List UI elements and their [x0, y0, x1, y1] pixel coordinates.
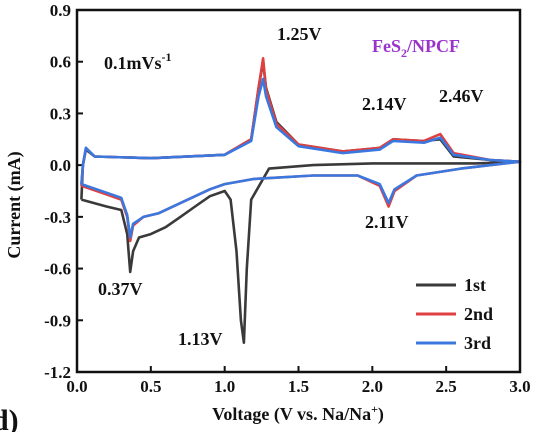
x-axis-title: Voltage (V vs. Na/Na+): [212, 402, 384, 425]
y-tick-label: 0.0: [50, 156, 71, 175]
y-tick-label: 0.3: [50, 104, 71, 123]
annotation-1-25v: 1.25V: [277, 24, 322, 44]
plot-frame: [75, 8, 522, 374]
y-tick-label: -0.9: [44, 311, 71, 330]
legend-label-3: 3rd: [464, 333, 491, 353]
sample-title: FeS2/NPCF: [372, 36, 460, 60]
x-tick-label: 1.5: [288, 377, 309, 396]
x-tick-label: 2.5: [436, 377, 457, 396]
x-tick-label: 1.0: [214, 377, 235, 396]
scan-rate-label: 0.1mVs-1: [104, 50, 172, 73]
panel-label: d): [0, 404, 19, 432]
y-tick-label: -1.2: [44, 363, 71, 382]
y-tick-label: -0.6: [44, 260, 71, 279]
y-tick-label: -0.3: [44, 208, 71, 227]
y-axis-title: Current (mA): [4, 151, 25, 258]
annotation-2-14v: 2.14V: [362, 94, 407, 114]
annotation-1-13v: 1.13V: [178, 329, 223, 349]
x-tick-label: 3.0: [509, 377, 530, 396]
y-tick-label: 0.9: [50, 1, 71, 20]
axis-ticks: 0.0 0.5 1.0 1.5 2.0 2.5 3.0 0.9 0.6 0.3 0.0 -0.3 -0.…: [44, 1, 531, 396]
x-tick-label: 0.5: [140, 377, 161, 396]
x-tick-label: 0.0: [66, 377, 87, 396]
annotation-2-11v: 2.11V: [365, 212, 409, 232]
annotation-0-37v: 0.37V: [98, 279, 143, 299]
legend-label-1: 1st: [464, 275, 486, 295]
y-tick-label: 0.6: [50, 53, 71, 72]
annotation-2-46v: 2.46V: [439, 86, 484, 106]
legend: 1st 2nd 3rd: [416, 275, 493, 353]
x-tick-label: 2.0: [362, 377, 383, 396]
legend-label-2: 2nd: [464, 304, 493, 324]
